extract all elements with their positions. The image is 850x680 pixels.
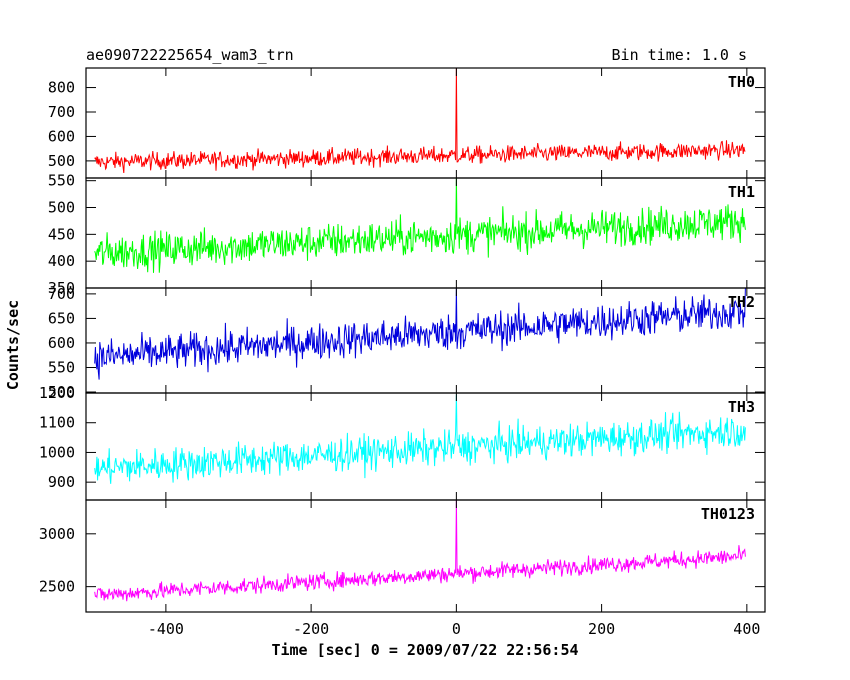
x-tick-label: 400 (733, 620, 760, 638)
y-tick-label: 1100 (39, 414, 75, 432)
y-tick-label: 350 (48, 279, 75, 297)
y-tick-label: 2500 (39, 578, 75, 596)
y-tick-label: 650 (48, 309, 75, 327)
y-tick-label: 1200 (39, 384, 75, 402)
y-tick-label: 550 (48, 358, 75, 376)
series-th3 (94, 394, 746, 484)
y-tick-label: 500 (48, 383, 75, 401)
panel-label-th0123: TH0123 (701, 505, 755, 523)
chart-title-right: Bin time: 1.0 s (612, 46, 747, 64)
y-axis-label: Counts/sec (4, 300, 22, 390)
panel-label-th2: TH2 (728, 293, 755, 311)
x-tick-label: -200 (293, 620, 329, 638)
x-axis-label: Time [sec] 0 = 2009/07/22 22:56:54 (271, 641, 578, 659)
y-tick-label: 1000 (39, 443, 75, 461)
y-tick-label: 900 (48, 473, 75, 491)
y-tick-label: 600 (48, 334, 75, 352)
chart-title-left: ae090722225654_wam3_trn (86, 46, 294, 64)
y-tick-label: 700 (48, 103, 75, 121)
panel-frame-th0123 (85, 499, 766, 613)
y-tick-label: 700 (48, 285, 75, 303)
series-th0123 (94, 500, 746, 602)
panel-label-th0: TH0 (728, 73, 755, 91)
x-tick-label: 200 (588, 620, 615, 638)
y-tick-label: 500 (48, 152, 75, 170)
panel-label-th1: TH1 (728, 183, 755, 201)
y-tick-label: 550 (48, 172, 75, 190)
y-tick-label: 450 (48, 225, 75, 243)
x-tick-label: 0 (452, 620, 461, 638)
panels-group: TH0 500 600 700 800 TH1 350 400 450 500 550 TH2 500 5… (39, 67, 766, 638)
y-tick-label: 800 (48, 79, 75, 97)
series-th1 (94, 178, 746, 273)
series-th0 (94, 68, 746, 174)
panel-label-th3: TH3 (728, 398, 755, 416)
y-tick-label: 3000 (39, 525, 75, 543)
x-tick-label: -400 (148, 620, 184, 638)
y-tick-label: 500 (48, 199, 75, 217)
series-th2 (94, 288, 746, 380)
y-tick-label: 600 (48, 127, 75, 145)
y-tick-label: 400 (48, 252, 75, 270)
